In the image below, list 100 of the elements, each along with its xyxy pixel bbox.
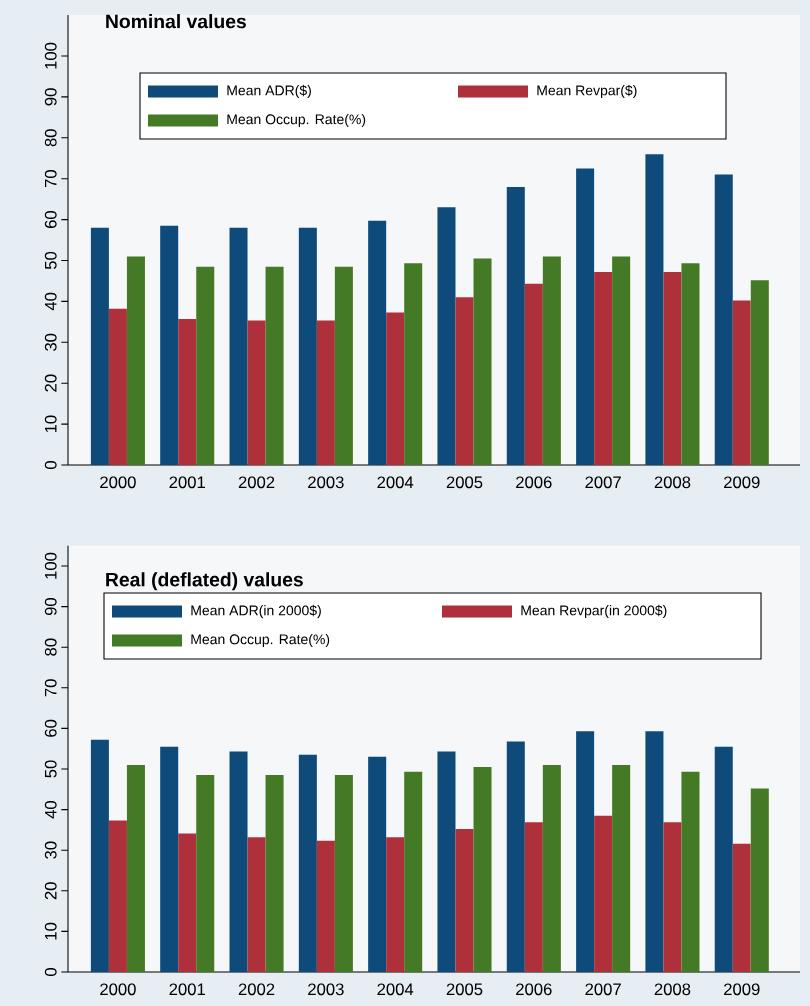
bar bbox=[368, 220, 387, 465]
legend-label: Mean Occup. Rate(%) bbox=[227, 113, 366, 128]
x-tick-label: 2001 bbox=[169, 476, 205, 489]
x-tick-label: 2008 bbox=[654, 983, 691, 996]
bar bbox=[196, 266, 215, 465]
bar bbox=[229, 227, 248, 465]
bar bbox=[126, 764, 145, 972]
y-tick-label: 60 bbox=[44, 210, 57, 229]
bar bbox=[298, 754, 317, 972]
bar bbox=[732, 300, 751, 465]
y-tick-label: 0 bbox=[44, 968, 57, 976]
y-tick-label: 70 bbox=[44, 170, 57, 188]
bar bbox=[750, 280, 769, 465]
bar bbox=[265, 775, 284, 972]
bar bbox=[386, 837, 405, 972]
x-tick-label: 2008 bbox=[654, 476, 691, 489]
bar bbox=[316, 840, 335, 972]
bar bbox=[334, 775, 353, 972]
bar bbox=[298, 227, 317, 465]
chart-title: Nominal values bbox=[106, 14, 246, 29]
y-tick-label: 10 bbox=[44, 922, 57, 940]
y-tick-label: 30 bbox=[44, 841, 57, 859]
y-tick-label: 50 bbox=[44, 251, 57, 270]
bar bbox=[612, 764, 631, 972]
bar bbox=[178, 318, 197, 465]
bar bbox=[196, 775, 215, 972]
bar bbox=[594, 271, 613, 465]
bar bbox=[612, 256, 631, 465]
y-tick-label: 100 bbox=[44, 42, 57, 69]
bar bbox=[473, 258, 492, 465]
bar bbox=[160, 746, 179, 972]
y-tick-label: 50 bbox=[44, 760, 57, 778]
bar bbox=[368, 756, 387, 972]
x-tick-label: 2001 bbox=[169, 983, 205, 996]
bar bbox=[524, 822, 543, 972]
bar bbox=[455, 297, 474, 465]
y-tick-label: 70 bbox=[44, 679, 57, 697]
bar bbox=[645, 154, 664, 465]
bar bbox=[178, 833, 197, 972]
bar bbox=[404, 263, 423, 465]
bar bbox=[108, 308, 127, 465]
bar bbox=[542, 256, 561, 465]
x-tick-label: 2005 bbox=[446, 476, 483, 489]
bar bbox=[437, 751, 456, 972]
bar bbox=[542, 764, 561, 972]
bar bbox=[247, 837, 266, 972]
y-tick-label: 30 bbox=[44, 333, 57, 351]
x-tick-label: 2007 bbox=[585, 476, 621, 489]
bar bbox=[663, 271, 682, 465]
y-tick-label: 20 bbox=[44, 374, 57, 392]
legend-label: Mean Revpar($) bbox=[537, 84, 637, 99]
x-tick-label: 2004 bbox=[377, 983, 414, 996]
y-tick-label: 40 bbox=[44, 292, 57, 311]
bar bbox=[681, 771, 700, 972]
bar bbox=[404, 771, 423, 972]
bar bbox=[90, 739, 109, 972]
bar bbox=[437, 207, 456, 465]
x-tick-label: 2003 bbox=[308, 983, 344, 996]
x-tick-label: 2006 bbox=[516, 983, 552, 996]
bar bbox=[750, 788, 769, 972]
bar bbox=[90, 227, 109, 465]
x-tick-label: 2009 bbox=[724, 476, 760, 489]
y-tick-label: 90 bbox=[44, 597, 57, 616]
bar bbox=[576, 731, 595, 972]
y-tick-label: 80 bbox=[44, 129, 57, 147]
y-tick-label: 100 bbox=[44, 552, 57, 579]
y-tick-label: 40 bbox=[44, 800, 57, 819]
x-tick-label: 2006 bbox=[516, 476, 552, 489]
bar bbox=[108, 820, 127, 972]
y-tick-label: 90 bbox=[44, 88, 57, 106]
x-tick-label: 2002 bbox=[238, 983, 275, 996]
y-tick-label: 60 bbox=[44, 719, 57, 737]
bar bbox=[506, 186, 525, 465]
legend-label: Mean Occup. Rate(%) bbox=[191, 633, 330, 648]
bar bbox=[506, 741, 525, 972]
y-tick-label: 80 bbox=[44, 638, 57, 656]
bar bbox=[732, 843, 751, 972]
bar bbox=[473, 766, 492, 972]
y-tick-label: 20 bbox=[44, 882, 57, 900]
bar bbox=[229, 751, 248, 972]
bar bbox=[265, 266, 284, 465]
y-tick-label: 10 bbox=[44, 415, 57, 433]
text: Real (deflated) values bbox=[106, 572, 303, 591]
bar bbox=[316, 320, 335, 465]
bar bbox=[386, 312, 405, 465]
x-tick-label: 2007 bbox=[585, 983, 621, 996]
bar bbox=[663, 822, 682, 972]
bar bbox=[576, 168, 595, 465]
bar bbox=[714, 174, 733, 465]
legend-label: Mean ADR($) bbox=[227, 84, 311, 99]
bar bbox=[126, 256, 145, 465]
x-tick-label: 2003 bbox=[308, 476, 344, 489]
bar bbox=[247, 320, 266, 465]
y-tick-label: 0 bbox=[44, 461, 57, 469]
x-tick-label: 2005 bbox=[446, 983, 483, 996]
bar bbox=[455, 829, 474, 972]
x-tick-label: 2009 bbox=[724, 983, 760, 996]
x-tick-label: 2000 bbox=[100, 476, 136, 489]
bar bbox=[524, 283, 543, 465]
bar bbox=[160, 225, 179, 465]
